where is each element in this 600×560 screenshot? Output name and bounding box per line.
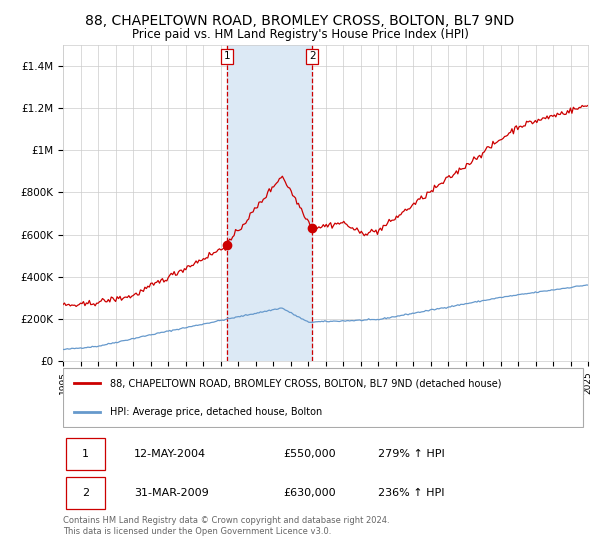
Text: 2: 2 (82, 488, 89, 498)
FancyBboxPatch shape (63, 368, 583, 427)
Text: Contains HM Land Registry data © Crown copyright and database right 2024.
This d: Contains HM Land Registry data © Crown c… (63, 516, 389, 536)
Text: HPI: Average price, detached house, Bolton: HPI: Average price, detached house, Bolt… (110, 407, 323, 417)
Text: 31-MAR-2009: 31-MAR-2009 (134, 488, 209, 498)
FancyBboxPatch shape (65, 438, 105, 470)
Text: 236% ↑ HPI: 236% ↑ HPI (378, 488, 445, 498)
Text: Price paid vs. HM Land Registry's House Price Index (HPI): Price paid vs. HM Land Registry's House … (131, 28, 469, 41)
Text: 1: 1 (82, 449, 89, 459)
Text: 2: 2 (309, 51, 316, 61)
Text: 88, CHAPELTOWN ROAD, BROMLEY CROSS, BOLTON, BL7 9ND (detached house): 88, CHAPELTOWN ROAD, BROMLEY CROSS, BOLT… (110, 379, 502, 389)
Text: 1: 1 (223, 51, 230, 61)
Text: 88, CHAPELTOWN ROAD, BROMLEY CROSS, BOLTON, BL7 9ND: 88, CHAPELTOWN ROAD, BROMLEY CROSS, BOLT… (85, 14, 515, 28)
Text: 279% ↑ HPI: 279% ↑ HPI (378, 449, 445, 459)
Text: £550,000: £550,000 (284, 449, 336, 459)
Bar (227, 45, 313, 361)
Text: 12-MAY-2004: 12-MAY-2004 (134, 449, 206, 459)
FancyBboxPatch shape (65, 477, 105, 510)
Text: £630,000: £630,000 (284, 488, 336, 498)
